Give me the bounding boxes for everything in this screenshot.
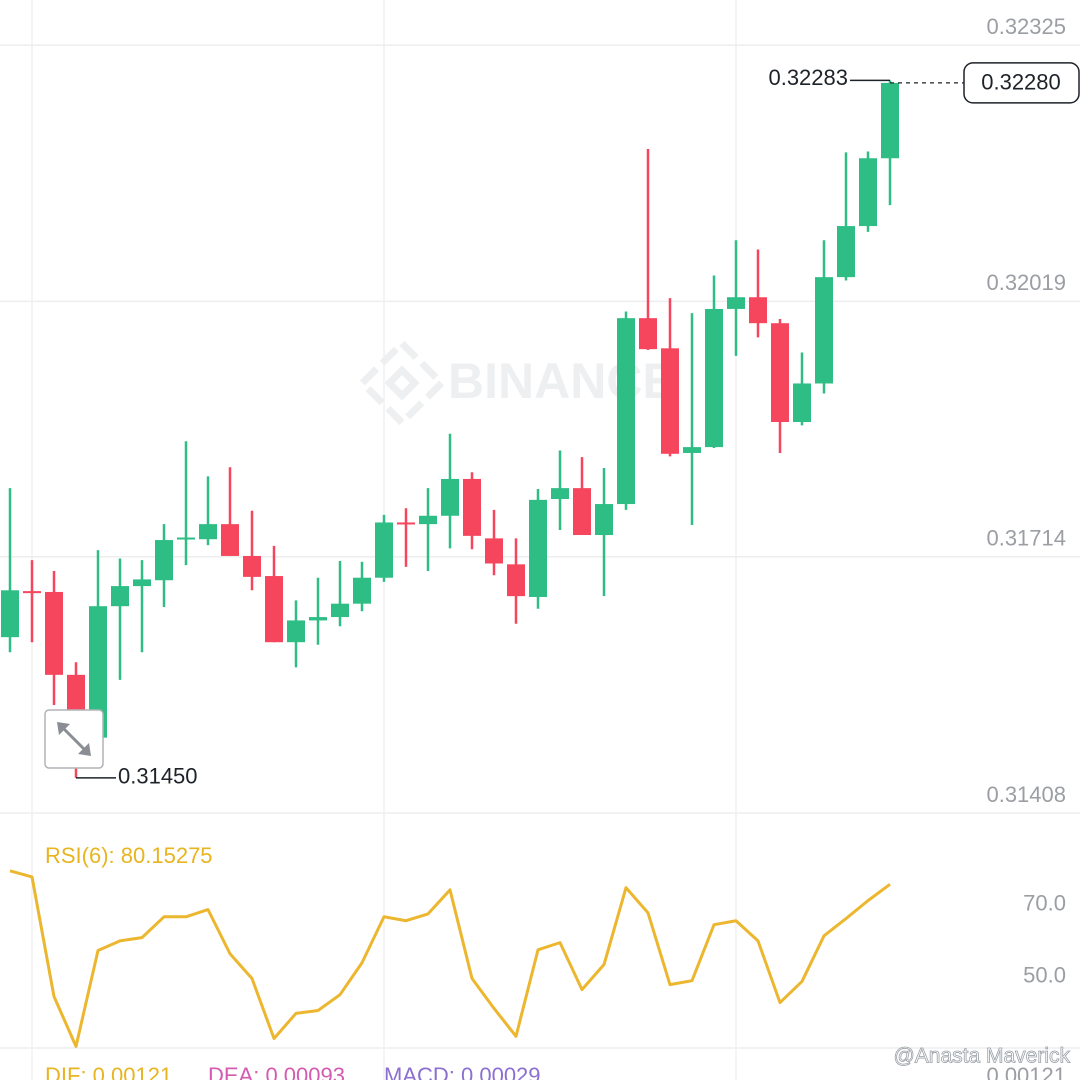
macd-header: DIF: 0.00121 DEA: 0.00093 MACD: 0.00029 … — [45, 1063, 1066, 1080]
candle-body — [375, 522, 393, 578]
candle-body — [199, 524, 217, 540]
watermark: BINANCE — [357, 338, 676, 428]
min-label: 0.31450 — [118, 764, 198, 789]
candle-body — [749, 297, 767, 324]
indicator-title: RSI(6): 80.15275 — [45, 843, 213, 868]
y-tick-label: 0.32019 — [986, 270, 1066, 295]
watermark-text: BINANCE — [448, 353, 676, 409]
candle-body — [683, 447, 701, 453]
candle-body — [617, 318, 635, 505]
candle-body — [507, 564, 525, 597]
dif-label: DIF: 0.00121 — [45, 1063, 172, 1080]
candle-body — [353, 577, 371, 604]
expand-icon — [57, 722, 91, 756]
candle-body — [441, 478, 459, 516]
dea-label: DEA: 0.00093 — [208, 1063, 345, 1080]
candle-body — [793, 383, 811, 422]
candle-body — [771, 323, 789, 422]
candle-body — [573, 488, 591, 536]
candle-body — [661, 348, 679, 454]
watermark-logo — [357, 338, 447, 428]
credit: @Anasta Maverick — [893, 1045, 1070, 1068]
candle-body — [419, 515, 437, 525]
last-price-box — [963, 62, 1080, 104]
candle-body — [243, 555, 261, 577]
chart-layer: 0.32325 0.32019 0.31714 0.31408 0.32283 0.314… — [0, 14, 1080, 1048]
candle-body — [529, 499, 547, 597]
max-label: 0.32283 — [768, 65, 848, 90]
candle-body — [221, 524, 239, 556]
candle-body — [881, 82, 899, 159]
candle-body — [815, 277, 833, 384]
candle-body — [705, 308, 723, 448]
expand-button[interactable] — [44, 709, 104, 769]
candle-body — [463, 478, 481, 536]
y-tick-label: 70.0 — [1023, 891, 1066, 916]
candle-body — [23, 591, 41, 594]
candle-body — [1, 590, 19, 638]
y-tick-label: 50.0 — [1023, 962, 1066, 987]
candle-body — [287, 620, 305, 643]
candle-body — [133, 579, 151, 587]
macd-axis-label: 0.00121 — [986, 1063, 1066, 1080]
y-tick-label: 0.31408 — [986, 782, 1066, 807]
candle-body — [551, 488, 569, 500]
candle-body — [595, 504, 613, 536]
last-price-label: 0.32280 — [981, 70, 1061, 95]
candle-body — [485, 538, 503, 564]
candle-body — [331, 603, 349, 618]
candle-body — [45, 591, 63, 675]
rsi-line — [9, 869, 891, 1048]
candle-body — [727, 297, 745, 309]
candle-body — [265, 576, 283, 643]
candle-body — [859, 158, 877, 227]
candle-body — [639, 318, 657, 350]
macd-label: MACD: 0.00029 — [384, 1063, 541, 1080]
y-tick-label: 0.31714 — [986, 526, 1066, 551]
candle-body — [309, 617, 327, 621]
y-tick-label: 0.32325 — [986, 14, 1066, 39]
candle-body — [837, 226, 855, 278]
candle-body — [89, 606, 107, 738]
candle-body — [397, 522, 415, 525]
candle-body — [155, 540, 173, 581]
candle-body — [111, 586, 129, 607]
candle-body — [177, 537, 195, 540]
